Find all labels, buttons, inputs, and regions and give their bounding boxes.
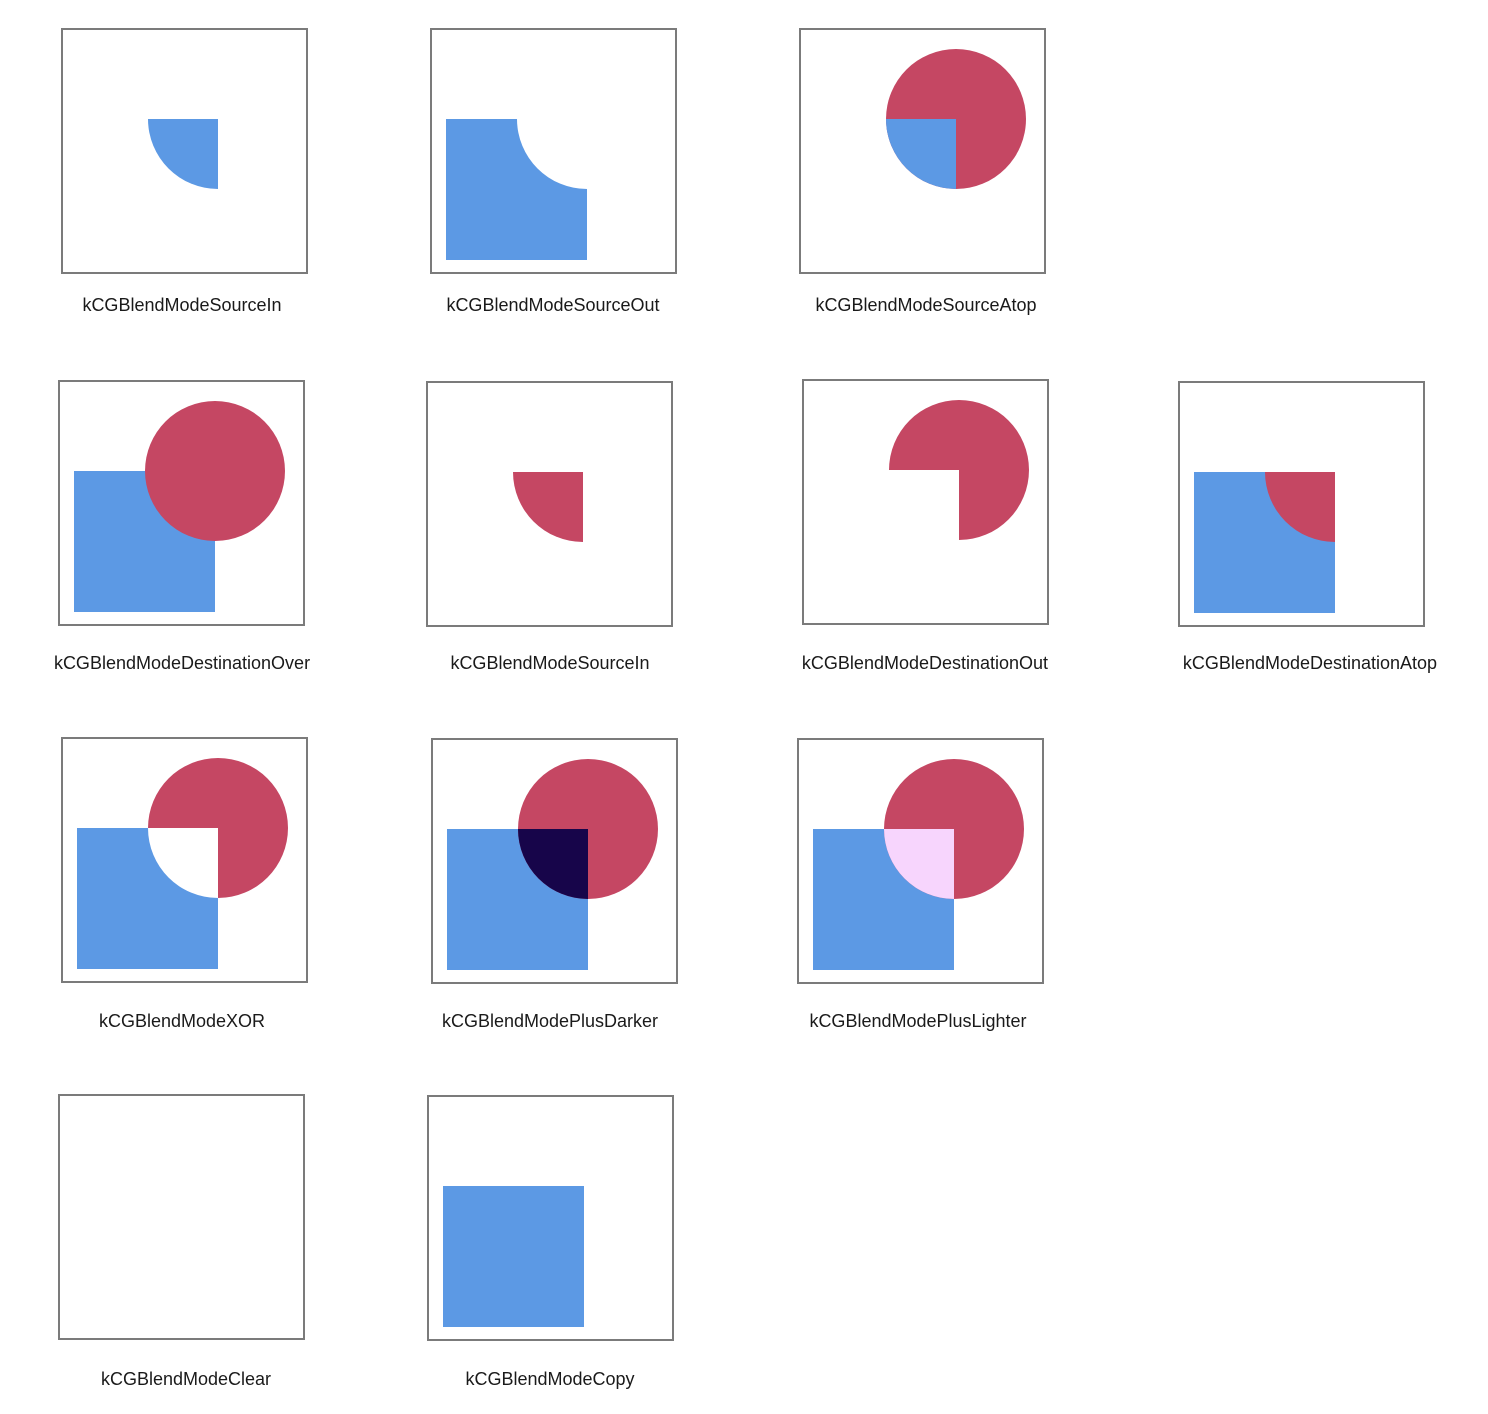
blend-illustration — [513, 472, 583, 542]
blend-illustration — [886, 49, 1026, 189]
panel-label: kCGBlendModePlusLighter — [809, 1011, 1027, 1031]
panel-plus-lighter — [797, 738, 1044, 984]
blend-illustration — [446, 119, 587, 260]
panel-label: kCGBlendModeDestinationOut — [801, 653, 1049, 673]
panel-plus-darker — [431, 738, 678, 984]
panel-label: kCGBlendModeSourceIn — [82, 295, 282, 315]
blend-illustration — [447, 759, 658, 970]
panel-xor — [61, 737, 308, 983]
panel-label: kCGBlendModeDestinationOver — [53, 653, 311, 673]
quarter-red — [1265, 472, 1335, 542]
quarter-red — [513, 472, 583, 542]
panel-copy — [427, 1095, 674, 1341]
panel-destination-over — [58, 380, 305, 626]
quarter-blue — [148, 119, 218, 189]
quarter-blue — [886, 119, 956, 189]
blend-illustration — [74, 401, 285, 612]
panel-label: kCGBlendModeDestinationAtop — [1182, 653, 1438, 673]
panel-label: kCGBlendModeCopy — [465, 1369, 635, 1389]
blend-illustration — [889, 400, 1029, 540]
panel-label: kCGBlendModeSourceAtop — [815, 295, 1037, 315]
overlap-light — [884, 829, 954, 899]
circle-minus-red — [148, 758, 288, 898]
panel-source-in-red — [426, 381, 673, 627]
blend-illustration — [60, 1096, 303, 1338]
circle-red — [145, 401, 285, 541]
square-minus-blue — [446, 119, 587, 260]
panel-label: kCGBlendModeClear — [100, 1369, 272, 1389]
overlap-dark — [518, 829, 588, 899]
blend-illustration — [77, 758, 288, 969]
circle-minus-red — [889, 400, 1029, 540]
square-blue — [443, 1186, 584, 1327]
panel-label: kCGBlendModeSourceIn — [450, 653, 650, 673]
square-minus-blue — [77, 828, 218, 969]
blend-illustration — [148, 119, 218, 189]
panel-source-in-blue — [61, 28, 308, 274]
panel-source-out — [430, 28, 677, 274]
panel-label: kCGBlendModeSourceOut — [446, 295, 660, 315]
blend-illustration — [443, 1186, 584, 1327]
panel-label: kCGBlendModePlusDarker — [441, 1011, 659, 1031]
panel-clear — [58, 1094, 305, 1340]
panel-destination-atop — [1178, 381, 1425, 627]
blend-illustration — [1194, 472, 1335, 613]
panel-label: kCGBlendModeXOR — [98, 1011, 266, 1031]
panel-source-atop — [799, 28, 1046, 274]
blend-illustration — [813, 759, 1024, 970]
panel-destination-out — [802, 379, 1049, 625]
